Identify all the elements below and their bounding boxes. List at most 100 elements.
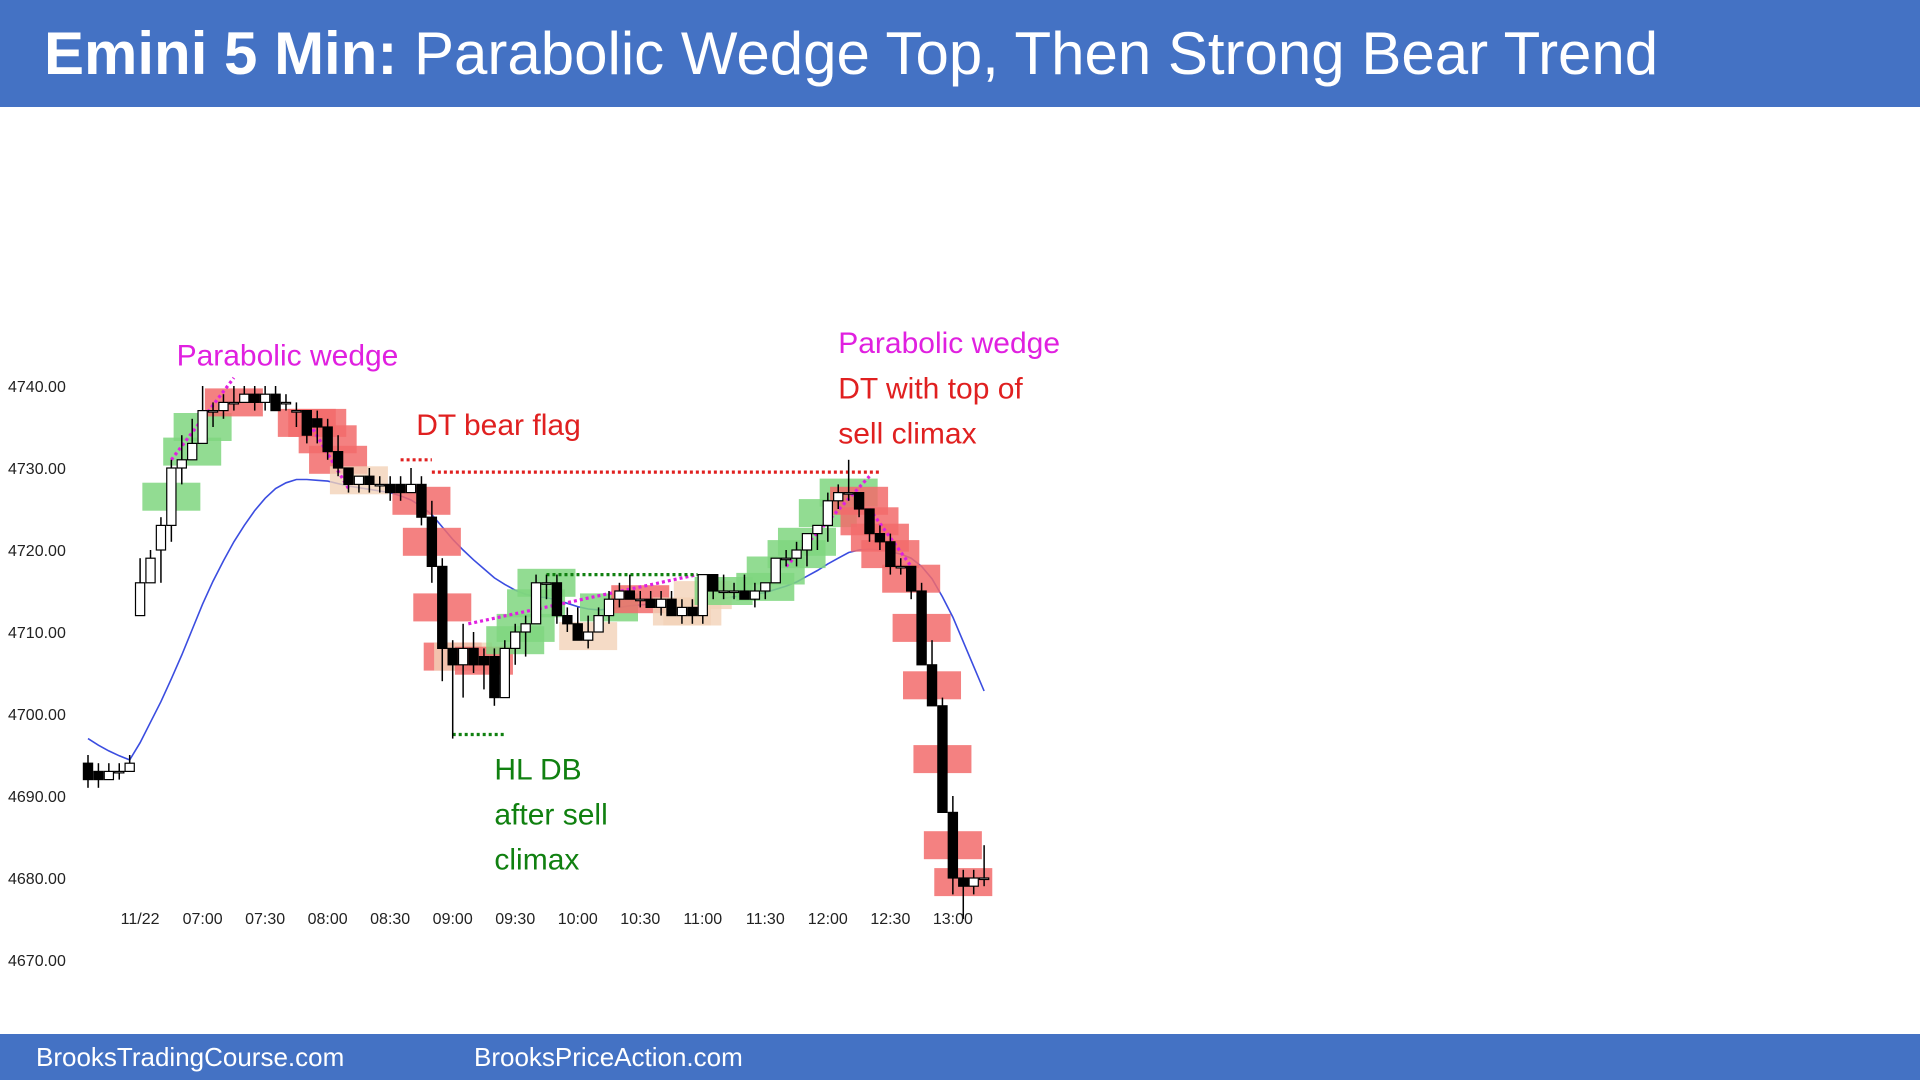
candle-bull (499, 647, 511, 699)
y-tick-label: 4730.00 (8, 461, 66, 478)
candle-bull (728, 590, 740, 594)
candle-bear (93, 770, 104, 781)
candle-bull (614, 590, 625, 600)
candle-bear (332, 451, 344, 469)
candle-bear (384, 483, 396, 494)
y-tick-label: 4690.00 (8, 789, 66, 806)
candle-bear (916, 590, 927, 666)
candle-bear (864, 508, 875, 535)
candle-bear (395, 483, 406, 494)
dotted-line-magenta (170, 376, 236, 461)
candle-bull (155, 524, 167, 551)
candle-bear (572, 623, 583, 641)
candle-bull (218, 401, 229, 412)
candle-bull (603, 598, 615, 617)
candle-bull (770, 557, 781, 584)
candle-bear (666, 598, 677, 617)
candle-bear (937, 705, 948, 813)
candle-bull (166, 467, 177, 527)
annotation-hl-db: HL DB (494, 754, 581, 787)
candle-bear (312, 418, 323, 428)
candles-layer (82, 386, 990, 919)
candle-bear (853, 492, 865, 510)
candle-bear (426, 516, 438, 568)
candle-bear (447, 647, 458, 666)
candle-bull (291, 410, 302, 413)
x-tick-label: 09:30 (495, 911, 535, 928)
x-tick-label: 08:00 (308, 911, 348, 928)
candle-bull (145, 557, 156, 584)
candle-bull (697, 574, 708, 617)
candle-bear (885, 541, 896, 567)
candle-bull (635, 598, 646, 602)
x-tick-label: 09:00 (433, 911, 473, 928)
x-tick-label: 07:30 (245, 911, 285, 928)
candle-bear (437, 565, 448, 649)
candle-bull (530, 582, 542, 625)
x-tick-label: 11:00 (683, 911, 722, 928)
candle-bull (405, 483, 417, 494)
footer-right-link[interactable]: BrooksPriceAction.com (474, 1042, 743, 1072)
candle-bull (582, 631, 594, 641)
candle-bear (874, 533, 886, 543)
candle-bear (551, 582, 563, 617)
candle-bear (301, 410, 313, 436)
candle-bull (510, 631, 521, 649)
y-tick-label: 4680.00 (8, 871, 66, 888)
x-tick-label: 07:00 (183, 911, 223, 928)
x-tick-label: 11/22 (121, 911, 160, 928)
candle-bear (645, 598, 656, 609)
candle-bull (114, 770, 125, 774)
annotations-layer: Parabolic wedge DT bear flag HL DB after se… (177, 327, 1060, 876)
footer-left-link[interactable]: BrooksTradingCourse.com (36, 1042, 345, 1072)
x-tick-label: 11:30 (746, 911, 785, 928)
candle-bull (843, 492, 854, 495)
x-tick-label: 08:30 (370, 911, 410, 928)
candle-bear (468, 647, 479, 666)
y-tick-label: 4710.00 (8, 625, 66, 642)
candle-bull (259, 393, 271, 404)
candle-bull (822, 500, 834, 526)
candle-bull (103, 770, 115, 781)
candle-bear (926, 664, 938, 707)
candle-bull (228, 401, 240, 405)
title-bold: Emini 5 Min: (44, 20, 398, 87)
x-tick-label: 10:30 (620, 911, 660, 928)
candle-bull (197, 410, 208, 445)
candle-bull (176, 459, 187, 469)
candle-bull (134, 582, 146, 617)
candle-bear (249, 393, 260, 404)
candle-bear (478, 655, 490, 666)
candle-bear (707, 574, 719, 592)
candle-bear (489, 655, 500, 699)
annotation-hl-db: after sell (494, 799, 607, 832)
candle-bear (624, 590, 636, 600)
candle-bear (343, 467, 354, 485)
candle-bear (364, 475, 375, 486)
footer-bar: BrooksTradingCourse.com BrooksPriceActio… (0, 1034, 1920, 1080)
y-tick-label: 4700.00 (8, 707, 66, 724)
candle-bear (958, 877, 969, 887)
candle-bull (280, 401, 292, 405)
candle-bull (833, 492, 844, 502)
title-bar: Emini 5 Min: Parabolic Wedge Top, Then S… (0, 0, 1920, 107)
candle-bull (968, 877, 979, 887)
candle-bull (718, 590, 729, 594)
candle-bull (374, 483, 385, 487)
annotation-parabolic-wedge-1: Parabolic wedge (177, 340, 399, 373)
annotation-hl-db: climax (494, 844, 579, 877)
page-title: Emini 5 Min: Parabolic Wedge Top, Then S… (44, 14, 1658, 94)
candle-bear (82, 762, 94, 781)
annotation-parabolic-wedge-2: Parabolic wedge (838, 327, 1060, 360)
candle-bull (655, 598, 667, 609)
x-tick-label: 13:00 (933, 911, 973, 928)
candle-bull (457, 647, 469, 666)
candle-bear (947, 811, 959, 879)
candle-bull (895, 565, 906, 569)
candle-bull (187, 442, 198, 461)
candle-bull (593, 615, 604, 633)
candle-bull (541, 582, 552, 585)
annotation-dt-top-sell-climax: sell climax (838, 417, 976, 450)
candle-bull (124, 762, 135, 773)
x-tick-label: 12:00 (808, 911, 848, 928)
